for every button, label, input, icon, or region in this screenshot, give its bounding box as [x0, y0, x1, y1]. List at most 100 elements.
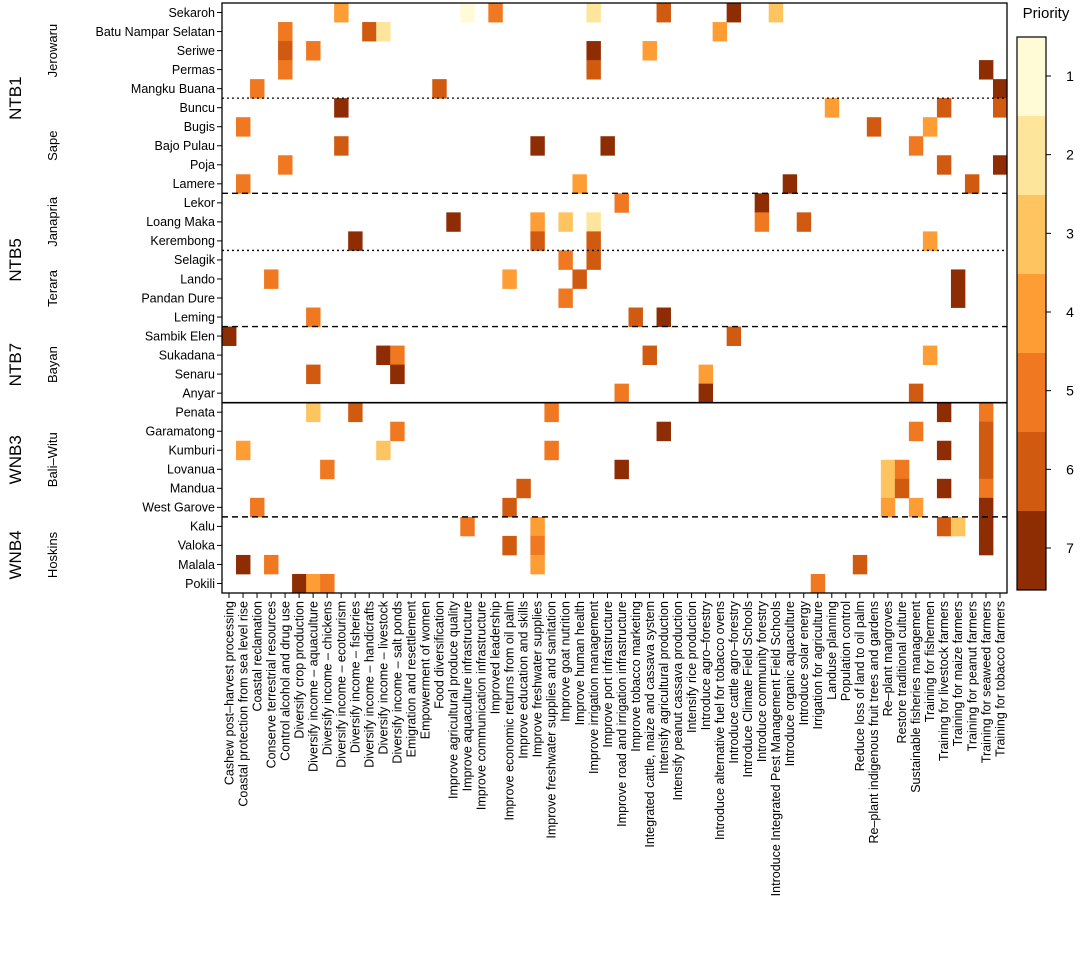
- colorbar-tick-label: 5: [1066, 383, 1074, 399]
- heatmap-cell: [334, 3, 349, 23]
- row-label: West Garove: [142, 501, 215, 515]
- colorbar-swatch: [1017, 353, 1046, 433]
- colorbar-swatch: [1017, 37, 1046, 117]
- heatmap-cell: [320, 459, 335, 480]
- colorbar-tick-label: 1: [1066, 68, 1074, 84]
- heatmap-cell: [978, 402, 994, 423]
- heatmap-cell: [306, 573, 321, 594]
- column-label: Reduce loss of land to oil palm: [853, 601, 867, 771]
- heatmap-cell: [530, 535, 545, 556]
- region-label: NTB7: [6, 343, 25, 386]
- column-label: Control alcohol and drug use: [278, 601, 292, 761]
- row-label: Sukadana: [159, 348, 215, 362]
- heatmap-cell: [614, 459, 629, 480]
- row-label: Batu Nampar Selatan: [95, 25, 215, 39]
- row-label: Valoka: [178, 539, 215, 553]
- heatmap-cell: [978, 421, 994, 442]
- region-labels: NTB1 NTB5 NTB7 WNB3 WNB4: [6, 76, 25, 579]
- row-label: Bajo Pulau: [155, 139, 216, 153]
- column-label: Integrated cattle, maize and cassava sys…: [643, 601, 657, 848]
- heatmap-cell: [698, 383, 714, 404]
- heatmap-cell: [586, 250, 601, 270]
- column-label: Training for tobacco farmers: [993, 601, 1007, 757]
- heatmap-cell: [950, 269, 966, 289]
- row-label: Anyar: [182, 386, 215, 400]
- heatmap-cell: [950, 288, 966, 308]
- column-label: Introduce Climate Field Schools: [741, 601, 755, 777]
- row-label: Senaru: [175, 367, 215, 381]
- heatmap-cell: [390, 345, 405, 366]
- heatmap-cell: [796, 212, 812, 232]
- heatmap-cell: [866, 117, 882, 137]
- group-separators: [222, 97, 1007, 518]
- column-label: Empowerment of women: [419, 601, 433, 739]
- subregion-label: Jerowaru: [45, 24, 60, 77]
- subregion-label: Hoskins: [45, 531, 60, 578]
- heatmap-cell: [782, 174, 798, 194]
- heatmap-cell: [558, 288, 573, 308]
- column-label: Conserve terrestrial resources: [264, 601, 278, 768]
- heatmap-cell: [992, 98, 1008, 118]
- column-label: Coastal reclamation: [250, 601, 264, 712]
- column-label: Cashew post–harvest processing: [222, 601, 236, 785]
- heatmap-cell: [992, 155, 1008, 175]
- column-label: Diversify income – chickens: [320, 601, 334, 755]
- heatmap-cell: [908, 497, 924, 518]
- colorbar-tick-label: 4: [1066, 304, 1074, 320]
- heatmap-cell: [894, 478, 910, 499]
- row-label: Kumburi: [168, 444, 215, 458]
- heatmap-cell: [306, 41, 321, 61]
- column-label: Food diversification: [433, 601, 447, 709]
- heatmap-cell: [502, 269, 517, 289]
- row-label: Malala: [178, 558, 215, 572]
- column-label: Improve tobacco marketing: [629, 601, 643, 752]
- column-label: Intensify agricultural production: [657, 601, 671, 774]
- heatmap-cell: [306, 402, 321, 423]
- subregion-label: Sape: [45, 131, 60, 161]
- heatmap-cell: [488, 3, 503, 23]
- region-label: NTB5: [6, 238, 25, 281]
- column-label: Diversify crop production: [292, 601, 306, 739]
- heatmap-cell: [880, 478, 896, 499]
- column-label: Improve communication infrastructure: [475, 601, 489, 810]
- row-label: Sekaroh: [168, 6, 215, 20]
- heatmap-cell: [530, 554, 545, 575]
- subregion-label: Janapria: [45, 196, 60, 247]
- heatmap-cell: [530, 516, 545, 537]
- column-label: Landuse planning: [825, 601, 839, 700]
- row-label: Penata: [175, 405, 215, 419]
- column-label: Improve freshwater supplies: [531, 601, 545, 757]
- heatmap-cell: [390, 364, 405, 385]
- heatmap-cell: [586, 60, 601, 80]
- heatmap-cell: [642, 41, 657, 61]
- heatmap-cell: [376, 345, 391, 366]
- heatmap-cell: [726, 3, 742, 23]
- heatmap-cell: [306, 364, 321, 385]
- column-label: Introduce organic aquaculture: [783, 601, 797, 766]
- heatmap-cell: [950, 516, 966, 537]
- heatmap-cell: [278, 22, 293, 42]
- heatmap-cell: [614, 193, 629, 213]
- row-label: Lekor: [184, 196, 215, 210]
- column-label: Training for peanut farmers: [965, 601, 979, 751]
- colorbar-tick-label: 2: [1066, 147, 1074, 163]
- heatmap-cell: [264, 554, 279, 575]
- column-label: Improve agricultural produce quality: [447, 600, 461, 799]
- heatmap-cell: [992, 79, 1008, 99]
- heatmap-cell: [390, 421, 405, 442]
- column-label: Introduce cattle agro–forestry: [727, 600, 741, 763]
- region-label: WNB4: [6, 530, 25, 579]
- column-label: Introduce community forestry: [755, 600, 769, 762]
- colorbar-swatch: [1017, 432, 1046, 512]
- subregion-label: Bayan: [45, 346, 60, 383]
- colorbar-title: Priority: [1023, 5, 1070, 22]
- heatmap-cell: [908, 136, 924, 156]
- heatmap-cell: [936, 516, 952, 537]
- region-label: WNB3: [6, 435, 25, 484]
- heatmap-cell: [614, 383, 629, 404]
- column-label: Diversify income – livestock: [377, 600, 391, 754]
- heatmap-cell: [348, 402, 363, 423]
- row-label: Mandua: [170, 482, 215, 496]
- heatmap-cell: [460, 3, 475, 23]
